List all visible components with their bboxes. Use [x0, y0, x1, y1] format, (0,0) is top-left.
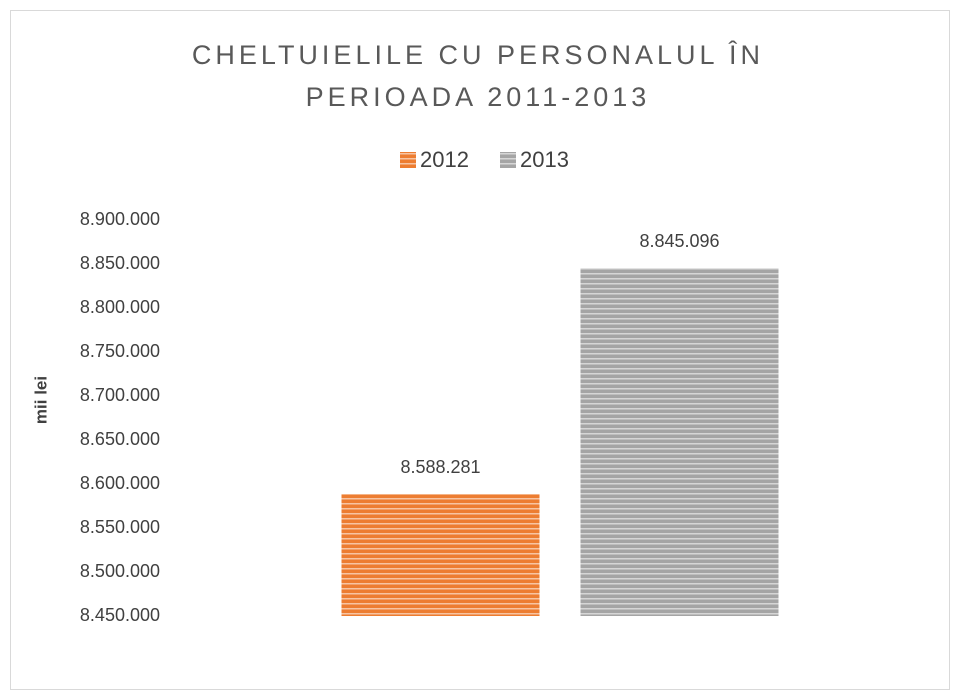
y-tick-label: 8.500.000 [80, 561, 160, 581]
data-label: 8.588.281 [400, 457, 480, 477]
y-tick-label: 8.850.000 [80, 253, 160, 273]
legend-swatch [400, 152, 416, 168]
chart-title: CHELTUIELILE CU PERSONALUL ÎN PERIOADA 2… [191, 40, 765, 112]
bar [341, 494, 540, 616]
y-tick-label: 8.750.000 [80, 341, 160, 361]
legend-swatch [500, 152, 516, 168]
legend-label: 2012 [420, 147, 469, 172]
legend-label: 2013 [520, 147, 569, 172]
y-tick-label: 8.450.000 [80, 605, 160, 625]
y-tick-label: 8.550.000 [80, 517, 160, 537]
bar [580, 268, 779, 616]
y-tick-label: 8.650.000 [80, 429, 160, 449]
y-tick-label: 8.600.000 [80, 473, 160, 493]
data-label: 8.845.096 [639, 231, 719, 251]
y-axis-label: mii lei [31, 376, 50, 424]
y-tick-label: 8.900.000 [80, 209, 160, 229]
y-tick-label: 8.800.000 [80, 297, 160, 317]
y-tick-label: 8.700.000 [80, 385, 160, 405]
